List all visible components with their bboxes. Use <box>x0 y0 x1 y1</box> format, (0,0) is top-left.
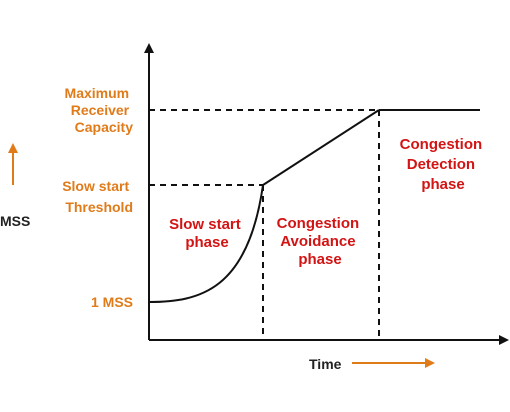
one-mss-label: 1 MSS <box>91 294 133 310</box>
time-axis-label: Time <box>309 356 342 372</box>
congestion-avoidance-line <box>262 109 380 186</box>
max-receiver-capacity-label: Maximum Receiver Capacity <box>65 85 134 135</box>
slow-start-threshold-label: Slow start Threshold <box>62 178 133 215</box>
mss-axis-label: MSS <box>0 213 30 229</box>
slow-start-curve <box>148 184 264 303</box>
congestion-detection-phase-label: Congestion Detection phase <box>400 136 487 193</box>
slow-start-phase-label: Slow start phase <box>169 216 245 251</box>
congestion-avoidance-phase-label: Congestion Avoidance phase <box>277 215 364 268</box>
